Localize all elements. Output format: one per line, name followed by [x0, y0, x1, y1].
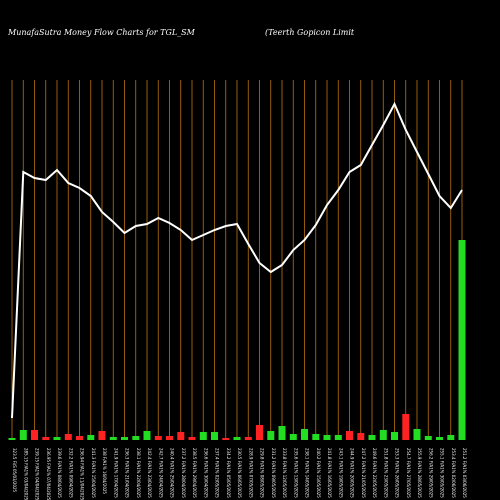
money-flow-bar — [233, 437, 241, 440]
x-tick-label: 243.1 F/A1% 19/05/2025 — [338, 448, 343, 498]
money-flow-bar — [289, 434, 297, 440]
money-flow-bar — [188, 437, 196, 440]
money-flow-bar — [368, 435, 376, 440]
x-tick-label: 241.3 F/A1% 15/04/2025 — [91, 448, 96, 498]
money-flow-bar — [256, 425, 263, 440]
x-tick-label: 239.15 F/A1% 04/04/2025 — [35, 448, 40, 500]
money-flow-bar — [166, 436, 173, 440]
chart-title: MunafaSutra Money Flow Charts for TGL_SM — [7, 28, 196, 37]
x-tick-label: 231.2 F/A1% 09/05/2025 — [271, 448, 276, 498]
x-tick-label: 254.7 F/A1% 27/05/2025 — [406, 448, 411, 498]
money-flow-bar — [64, 434, 72, 440]
money-flow-bar — [121, 437, 128, 440]
x-tick-label: 255.1 F/A1% 30/05/2025 — [440, 448, 445, 498]
x-tick-label: 236.94 F/A1% 11/04/2025 — [80, 448, 85, 500]
x-tick-label: 244.9 F/A1% 20/05/2025 — [350, 448, 355, 498]
chart-subtitle: (Teerth Gopicon Limit — [265, 28, 355, 37]
money-flow-bar — [109, 437, 117, 440]
x-tick-label: 323.5 Fi/S 05/03/2025 — [12, 448, 17, 493]
money-flow-bar — [379, 430, 387, 440]
money-flow-bar — [19, 430, 27, 440]
x-tick-label: 251.8 F/A1% 23/05/2025 — [383, 448, 388, 498]
money-flow-bar — [154, 436, 162, 440]
x-tick-label: 232.2 F/A1% 09/04/2025 — [68, 448, 73, 498]
x-tick-label: 239.6 F/A1% 08/04/2025 — [57, 448, 62, 498]
money-flow-bar — [87, 435, 95, 440]
x-tick-label: 253.3 F/A1% 26/05/2025 — [395, 448, 400, 498]
money-flow-bar — [346, 431, 353, 440]
x-tick-label: 234.2 F/A1% 05/05/2025 — [226, 448, 231, 498]
money-flow-bar — [436, 437, 443, 440]
x-tick-label: 241.9 F/A1% 17/04/2025 — [113, 448, 118, 498]
grid-lines — [11, 80, 463, 440]
money-flow-bar — [323, 435, 331, 440]
x-tick-label: 251.2 F/A1% 03/06/2025 — [462, 448, 467, 498]
x-tick-label: 255.9 F/A1% 28/05/2025 — [417, 448, 422, 498]
money-flow-bar — [402, 414, 410, 440]
price-line — [11, 101, 463, 419]
x-tick-label: 242.4 F/A1% 23/04/2025 — [147, 448, 152, 498]
x-tick-label: 238.1 F/A1% 22/04/2025 — [136, 448, 141, 498]
x-tick-label: 229.8 F/A1% 08/05/2025 — [260, 448, 265, 498]
x-tick-label: 285.15 F/A1% 03/04/2025 — [23, 448, 28, 500]
money-flow-bar — [278, 426, 286, 440]
money-flow-bar — [177, 432, 185, 440]
x-tick-label: 240.2 F/A1% 15/05/2025 — [316, 448, 321, 498]
money-flow-bar — [53, 437, 61, 440]
x-tick-label: 253.4 F/A1% 02/06/2025 — [451, 448, 456, 498]
x-tick-label: 235.6 F/A1% 13/05/2025 — [293, 448, 298, 498]
money-flow-bar — [267, 431, 275, 440]
money-flow-bar — [301, 429, 308, 440]
money-flow-bar — [42, 437, 50, 440]
money-flow-bar — [143, 431, 151, 440]
money-flow-bar — [244, 437, 252, 440]
x-tick-label: 247.2 F/A1% 21/05/2025 — [361, 448, 366, 498]
x-tick-label: 237.4 F/A1% 02/05/2025 — [215, 448, 220, 498]
money-flow-bar — [391, 432, 398, 440]
money-flow-bar — [458, 240, 466, 440]
x-axis-labels: 323.5 Fi/S 05/03/2025 285.15 F/A1% 03/04/… — [12, 448, 467, 500]
x-tick-label: 236.6 F/A1% 30/04/2025 — [203, 448, 208, 498]
x-tick-label: 233.8 F/A1% 12/05/2025 — [282, 448, 287, 498]
money-flow-bar — [211, 432, 218, 440]
x-tick-label: 236.3 F/A1% 21/04/2025 — [125, 448, 130, 498]
money-flow-bar — [222, 438, 230, 440]
money-flow-bar — [312, 434, 320, 440]
x-tick-label: 249.6 F/A1% 22/05/2025 — [372, 448, 377, 498]
x-tick-label: 242.7 F/A1% 24/04/2025 — [158, 448, 163, 498]
money-flow-bar — [334, 435, 342, 440]
money-flow-bar — [98, 431, 106, 440]
x-tick-label: 228.9 F/A1% 07/05/2025 — [248, 448, 253, 498]
x-tick-label: 241.8 F/A1% 16/05/2025 — [327, 448, 332, 498]
x-tick-label: 236.95 F/A1% 07/04/2025 — [46, 448, 51, 500]
x-tick-label: 237.2 F/A1% 28/04/2025 — [181, 448, 186, 498]
money-flow-bar — [8, 438, 16, 440]
money-flow-bar — [413, 429, 421, 440]
x-tick-label: 238.1 F/A1% 14/05/2025 — [305, 448, 310, 498]
money-flow-bar — [132, 436, 140, 440]
money-flow-bars — [8, 240, 466, 440]
x-tick-label: 238.5 F/A1% 29/04/2025 — [192, 448, 197, 498]
money-flow-bar — [76, 436, 83, 440]
money-flow-bar — [357, 433, 365, 440]
money-flow-bar — [424, 436, 432, 440]
money-flow-bar — [31, 430, 38, 440]
money-flow-bar — [199, 432, 207, 440]
x-tick-label: 240.4 F/A1% 25/04/2025 — [170, 448, 175, 498]
money-flow-bar — [447, 435, 455, 440]
x-tick-label: 230.5 F/A1% 06/05/2025 — [237, 448, 242, 498]
x-tick-label: 238 F/A1% 16/04/2025 — [102, 448, 107, 494]
x-tick-label: 256.2 F/A1% 29/05/2025 — [428, 448, 433, 498]
